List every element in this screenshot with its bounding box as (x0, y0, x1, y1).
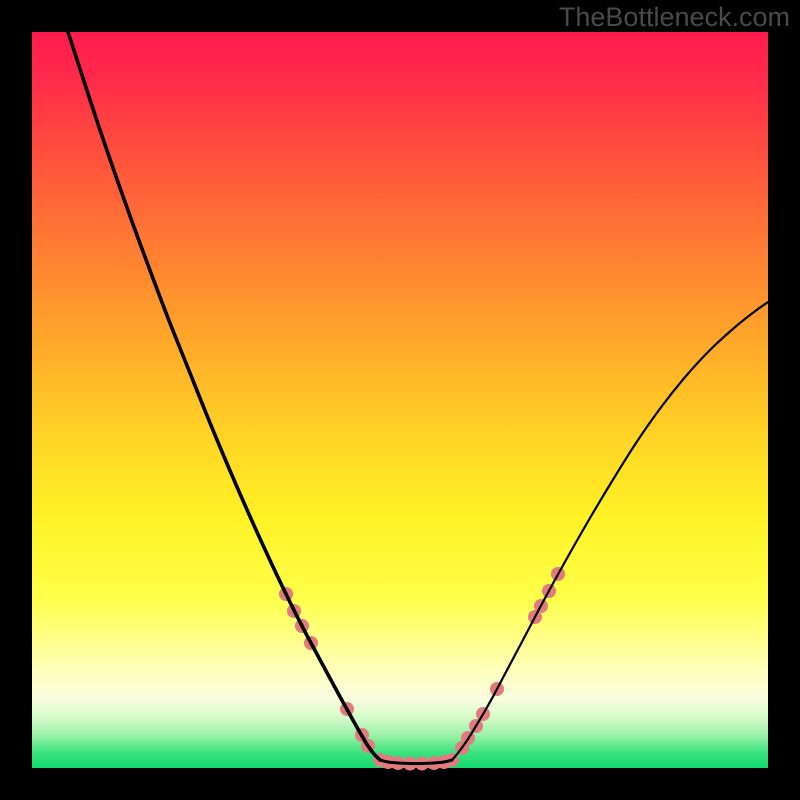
chart-stage: TheBottleneck.com (0, 0, 800, 800)
chart-svg (0, 0, 800, 800)
markers-group (279, 567, 565, 771)
watermark-text: TheBottleneck.com (559, 2, 790, 33)
